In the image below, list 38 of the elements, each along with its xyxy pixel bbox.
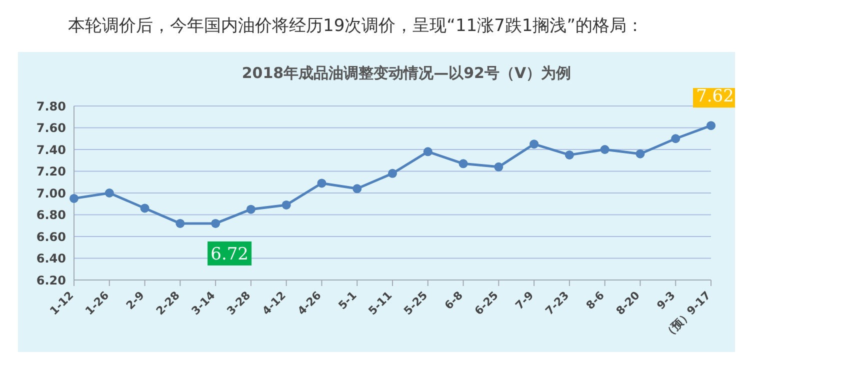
x-tick-label: 9-3 bbox=[654, 288, 678, 312]
y-tick-label: 7.40 bbox=[36, 142, 66, 157]
y-tick-label: 6.40 bbox=[36, 252, 66, 266]
point bbox=[530, 140, 539, 149]
y-tick-label: 7.80 bbox=[36, 99, 66, 114]
y-tick-label: 7.20 bbox=[36, 164, 66, 179]
y-tick-label: 6.80 bbox=[36, 208, 66, 222]
x-tick-label: 2-9 bbox=[124, 288, 147, 312]
point bbox=[140, 204, 150, 213]
point bbox=[282, 200, 291, 210]
point bbox=[317, 178, 326, 188]
point bbox=[352, 184, 362, 194]
point bbox=[176, 218, 185, 228]
data-label: 6.72 bbox=[210, 244, 248, 264]
point bbox=[564, 150, 574, 160]
point bbox=[636, 149, 645, 158]
y-tick-label: 6.20 bbox=[36, 273, 66, 288]
y-tick-label: 6.60 bbox=[36, 230, 66, 244]
y-tick-label: 7.60 bbox=[36, 121, 66, 136]
y-tick-label: 7.00 bbox=[36, 186, 66, 200]
x-tick-label: 5-1 bbox=[336, 288, 360, 312]
point bbox=[104, 188, 114, 198]
point bbox=[706, 121, 716, 130]
chart-title: 2018年成品油调整变动情况—以92号（V）为例 bbox=[240, 63, 572, 84]
point bbox=[494, 162, 504, 172]
point bbox=[211, 218, 220, 228]
x-tick-label: 7-9 bbox=[512, 288, 536, 312]
data-label: 7.62 bbox=[696, 86, 734, 107]
point bbox=[458, 159, 468, 168]
x-tick-label: 8-6 bbox=[584, 288, 608, 312]
point bbox=[388, 168, 397, 178]
text: 本轮调价后，今年国内油价将经历19次调价，呈现“11涨7跌1搁浅”的格局： bbox=[67, 15, 645, 38]
x-tick-label: 6-8 bbox=[442, 288, 466, 312]
point bbox=[671, 134, 680, 144]
point bbox=[423, 147, 432, 156]
point bbox=[70, 194, 78, 203]
point bbox=[246, 204, 256, 214]
point bbox=[600, 145, 610, 154]
